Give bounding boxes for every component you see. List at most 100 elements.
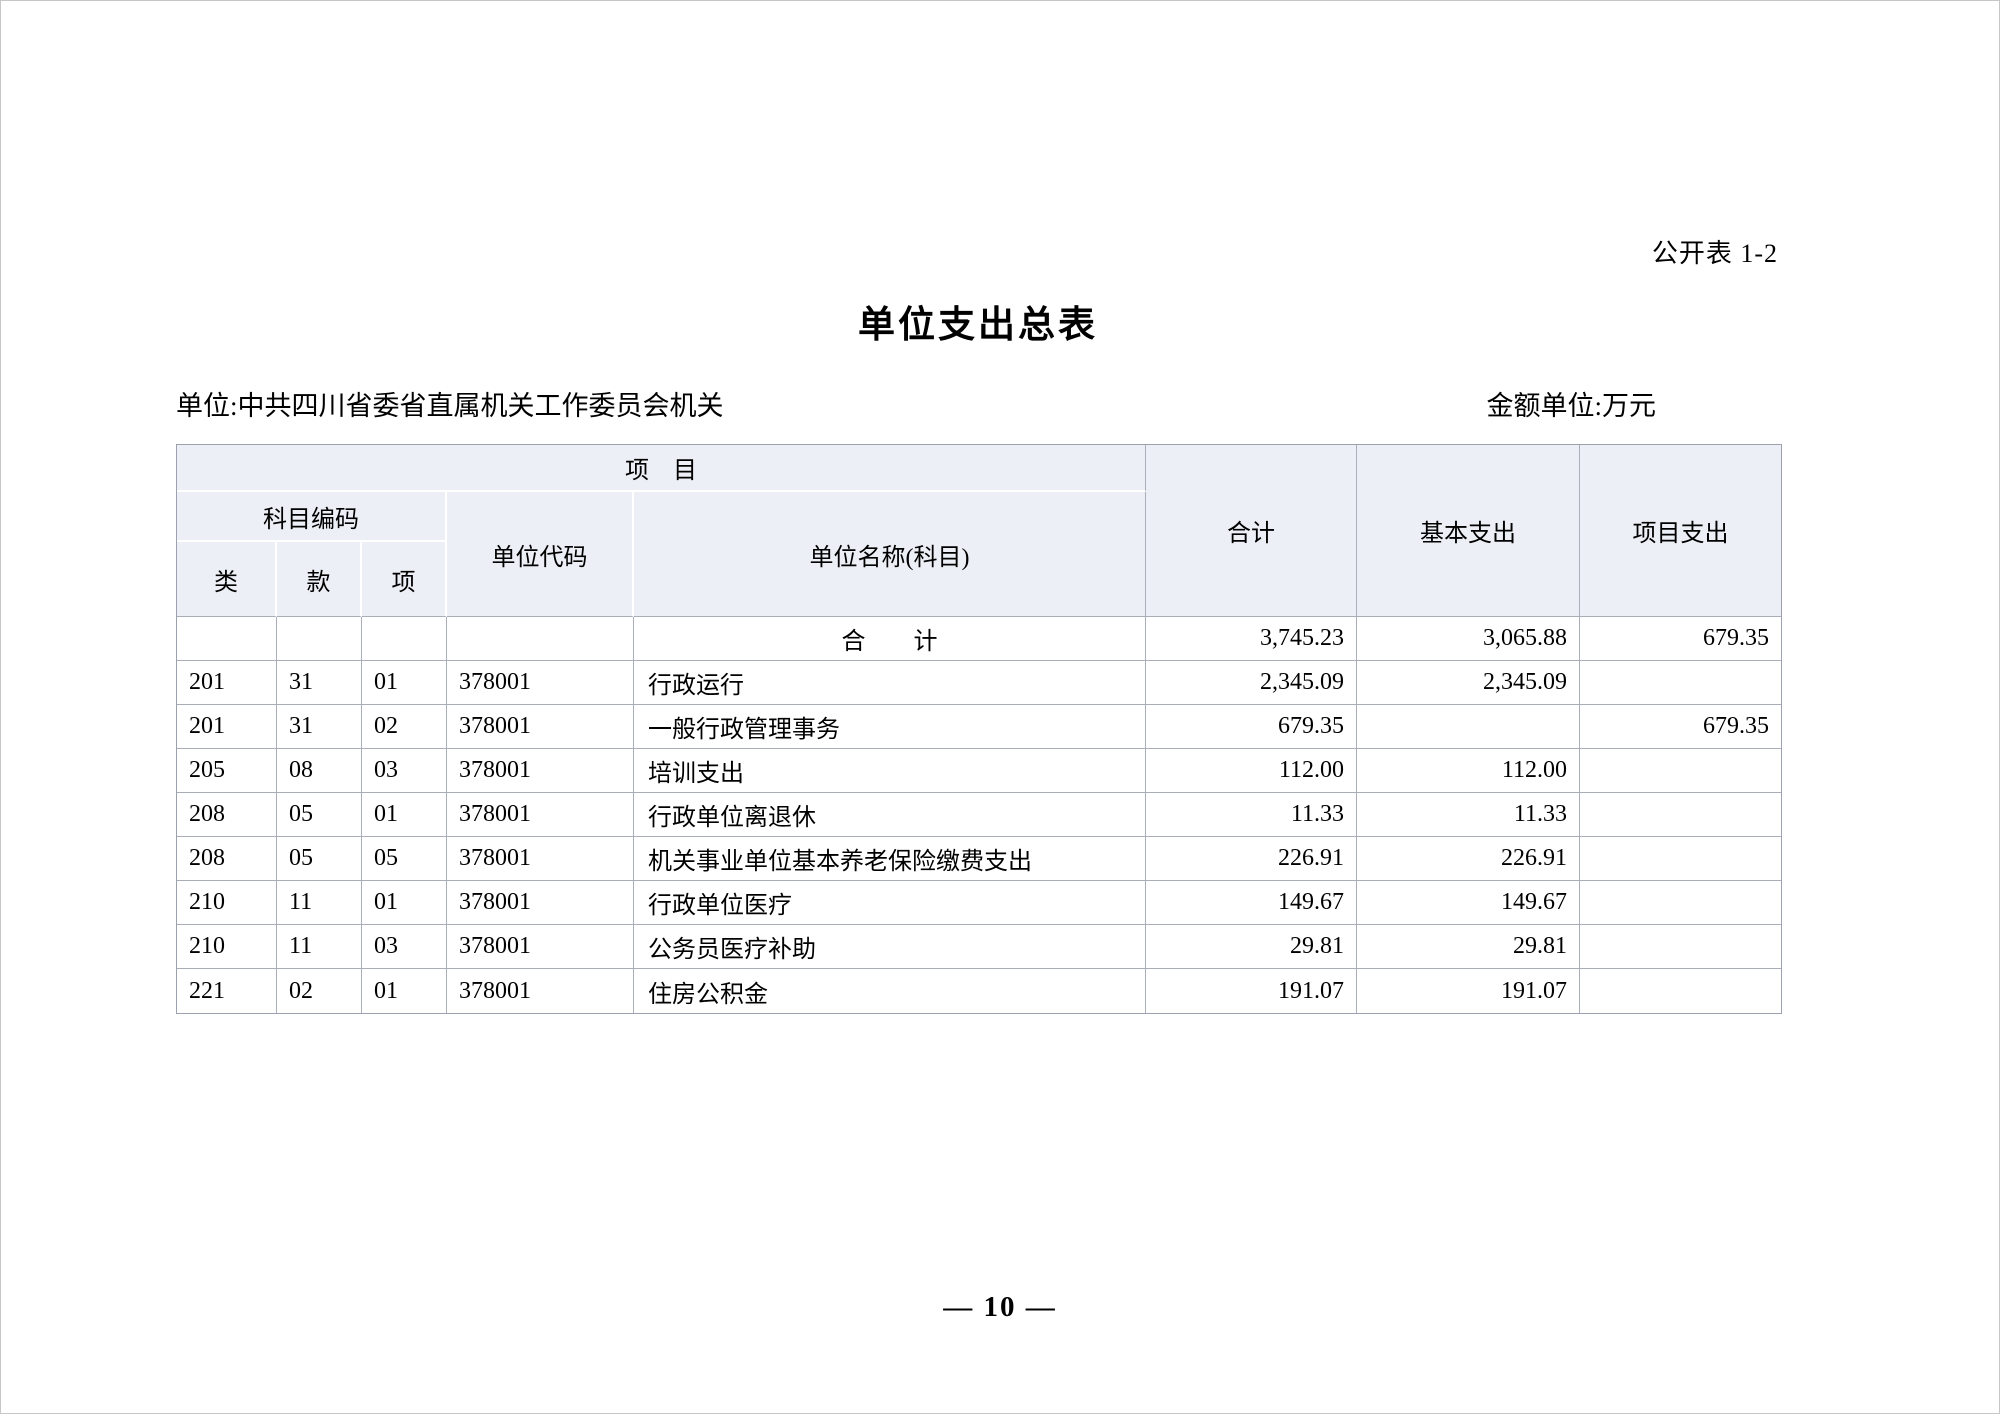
cell-basic: 149.67 [1357,881,1581,925]
expenditure-table: 项 目 合计 基本支出 项目支出 科目编码 单位代码 单位名称(科目) 类 款 … [176,444,1783,1014]
cell-total: 29.81 [1146,925,1358,969]
cell-basic: 191.07 [1357,969,1581,1013]
header-project-expenditure: 项目支出 [1580,445,1782,617]
cell-item: 01 [362,881,447,925]
header-basic-expenditure: 基本支出 [1357,445,1581,617]
cell-unit-name: 行政单位医疗 [634,881,1147,925]
cell-total: 191.07 [1146,969,1358,1013]
cell-section [277,617,362,661]
cell-unit-name: 行政单位离退休 [634,793,1147,837]
cell-project [1580,837,1782,881]
cell-category: 221 [177,969,277,1013]
page-number: — 10 — [943,1291,1057,1323]
cell-section: 31 [277,705,362,749]
cell-total: 149.67 [1146,881,1358,925]
cell-total: 112.00 [1146,749,1358,793]
cell-unit-name: 一般行政管理事务 [634,705,1147,749]
cell-project [1580,793,1782,837]
cell-section: 11 [277,925,362,969]
cell-project: 679.35 [1580,705,1782,749]
header-category: 类 [177,542,277,617]
cell-total: 679.35 [1146,705,1358,749]
page-title: 单位支出总表 [858,305,1098,346]
cell-unit-code: 378001 [447,705,634,749]
table-row: 221 02 01 378001 住房公积金 191.07 191.07 [177,969,1781,1013]
cell-project [1580,749,1782,793]
table-row: 210 11 01 378001 行政单位医疗 149.67 149.67 [177,881,1782,925]
cell-item [362,617,447,661]
cell-item: 05 [362,837,447,881]
cell-basic: 3,065.88 [1357,617,1581,661]
cell-category: 201 [177,661,277,705]
cell-category: 201 [177,705,277,749]
cell-category: 208 [177,793,277,837]
cell-total: 11.33 [1146,793,1358,837]
header-subject-code: 科目编码 [177,492,447,542]
cell-unit-name: 行政运行 [634,661,1147,705]
cell-unit-code: 378001 [447,925,634,969]
corner-label: 公开表 1-2 [1651,239,1778,268]
header-total: 合计 [1146,445,1358,617]
cell-unit-code: 378001 [447,837,634,881]
cell-item: 03 [362,925,447,969]
table-row: 201 31 01 378001 行政运行 2,345.09 2,345.09 [177,661,1782,705]
cell-item: 02 [362,705,447,749]
header-row-project: 项 目 合计 基本支出 项目支出 [177,445,1782,617]
cell-total: 2,345.09 [1146,661,1358,705]
header-row-cki: 类 款 项 [177,542,1781,617]
header-unit-code: 单位代码 [447,492,634,617]
cell-section: 31 [277,661,362,705]
cell-project: 679.35 [1580,617,1782,661]
cell-project [1580,969,1781,1013]
unit-label: 单位:中共四川省委省直属机关工作委员会机关 [176,391,724,421]
cell-unit-name: 培训支出 [634,749,1147,793]
cell-unit-code: 378001 [447,969,634,1013]
cell-category: 210 [177,881,277,925]
table-row: 210 11 03 378001 公务员医疗补助 29.81 29.81 [177,925,1782,969]
cell-basic: 112.00 [1357,749,1581,793]
cell-item: 01 [362,661,447,705]
cell-basic: 29.81 [1357,925,1581,969]
header-section: 款 [277,542,362,617]
table-row: 208 05 05 378001 机关事业单位基本养老保险缴费支出 226.91… [177,837,1782,881]
cell-unit-code: 378001 [447,881,634,925]
cell-project [1580,925,1782,969]
cell-basic: 11.33 [1357,793,1581,837]
cell-item: 03 [362,749,447,793]
cell-section: 05 [277,837,362,881]
cell-total: 226.91 [1146,837,1358,881]
cell-basic: 2,345.09 [1357,661,1581,705]
cell-project [1580,661,1782,705]
cell-project [1580,881,1782,925]
header-unit-name: 单位名称(科目) [634,492,1147,617]
cell-unit-code [447,617,634,661]
cell-unit-name: 公务员医疗补助 [634,925,1147,969]
meta-row: 单位:中共四川省委省直属机关工作委员会机关 金额单位:万元 [176,384,1780,423]
cell-section: 02 [277,969,362,1013]
cell-unit-code: 378001 [447,661,634,705]
cell-section: 08 [277,749,362,793]
cell-item: 01 [362,793,447,837]
table-row: 201 31 02 378001 一般行政管理事务 679.35 679.35 [177,705,1782,749]
cell-category: 205 [177,749,277,793]
cell-category: 210 [177,925,277,969]
cell-category: 208 [177,837,277,881]
table-row: 208 05 01 378001 行政单位离退休 11.33 11.33 [177,793,1782,837]
cell-unit-code: 378001 [447,793,634,837]
cell-basic: 226.91 [1357,837,1581,881]
amount-unit-label: 金额单位:万元 [1486,391,1656,421]
cell-basic [1357,705,1581,749]
cell-unit-name: 合 计 [634,617,1147,661]
header-item: 项 [362,542,447,617]
cell-total: 3,745.23 [1146,617,1358,661]
cell-unit-name: 住房公积金 [634,969,1147,1013]
cell-section: 11 [277,881,362,925]
header-project: 项 目 [177,445,1147,492]
table-row-total: 合 计 3,745.23 3,065.88 679.35 [177,617,1782,661]
cell-unit-code: 378001 [447,749,634,793]
cell-section: 05 [277,793,362,837]
header-row-codes: 科目编码 单位代码 单位名称(科目) [177,492,1781,617]
table-row: 205 08 03 378001 培训支出 112.00 112.00 [177,749,1782,793]
cell-unit-name: 机关事业单位基本养老保险缴费支出 [634,837,1147,881]
